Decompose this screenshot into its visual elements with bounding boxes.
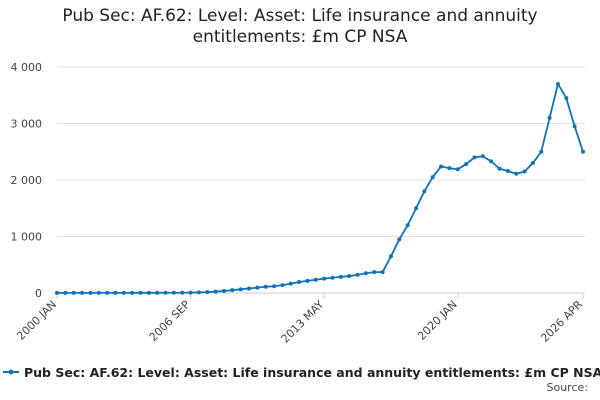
- point: [180, 290, 185, 295]
- point: [564, 96, 569, 101]
- point: [514, 171, 519, 176]
- point: [372, 270, 377, 275]
- legend-marker: [8, 369, 14, 375]
- point: [430, 175, 435, 180]
- point: [313, 277, 318, 282]
- point: [322, 276, 327, 281]
- point: [355, 272, 360, 277]
- point: [539, 149, 544, 154]
- point: [155, 290, 160, 295]
- point: [505, 168, 510, 173]
- point: [105, 290, 110, 295]
- point: [96, 290, 101, 295]
- point: [80, 290, 85, 295]
- point: [88, 290, 93, 295]
- x-tick-label: 2013 MAY: [279, 298, 327, 346]
- point: [455, 167, 460, 172]
- point: [480, 154, 485, 159]
- point: [447, 166, 452, 171]
- point: [363, 271, 368, 276]
- point: [280, 283, 285, 288]
- chart-title: Pub Sec: AF.62: Level: Asset: Life insur…: [62, 6, 538, 47]
- point: [522, 169, 527, 174]
- x-tick-label: 2026 APR: [538, 298, 585, 345]
- y-tick-label: 2 000: [11, 174, 43, 187]
- point: [555, 81, 560, 86]
- point: [272, 284, 277, 289]
- point: [472, 155, 477, 160]
- point: [347, 274, 352, 279]
- point: [464, 162, 469, 167]
- x-tick-label: 2020 JAN: [415, 298, 460, 343]
- point: [305, 278, 310, 283]
- point: [405, 223, 410, 228]
- point: [497, 166, 502, 171]
- point: [138, 290, 143, 295]
- point: [255, 285, 260, 290]
- point: [221, 289, 226, 294]
- point: [71, 290, 76, 295]
- x-tick-label: 2006 SEP: [147, 298, 193, 344]
- point: [121, 290, 126, 295]
- y-tick-label: 0: [35, 287, 42, 300]
- point: [422, 189, 427, 194]
- point: [63, 290, 68, 295]
- point: [263, 284, 268, 289]
- point: [213, 289, 218, 294]
- y-tick-label: 1 000: [11, 231, 43, 244]
- point: [439, 164, 444, 169]
- legend-label: Pub Sec: AF.62: Level: Asset: Life insur…: [24, 365, 600, 380]
- point: [330, 275, 335, 280]
- point: [230, 288, 235, 293]
- point: [188, 290, 193, 295]
- point: [338, 274, 343, 279]
- point: [196, 290, 201, 295]
- point: [297, 279, 302, 284]
- point: [581, 149, 585, 154]
- point: [130, 290, 135, 295]
- x-tick-label: 2000 JAN: [14, 298, 59, 343]
- point: [388, 254, 393, 259]
- point: [380, 270, 385, 275]
- source: Source:: [547, 381, 589, 394]
- y-tick-label: 4 000: [11, 61, 43, 74]
- point: [113, 290, 118, 295]
- point: [414, 206, 419, 211]
- point: [288, 281, 293, 286]
- point: [238, 287, 243, 292]
- point: [55, 290, 59, 295]
- point: [397, 237, 402, 242]
- point: [163, 290, 168, 295]
- point: [247, 286, 252, 291]
- point: [171, 290, 176, 295]
- point: [489, 159, 494, 164]
- point: [146, 290, 151, 295]
- point: [572, 124, 577, 129]
- y-tick-label: 3 000: [11, 118, 43, 131]
- point: [547, 115, 552, 120]
- point: [530, 161, 535, 166]
- point: [205, 290, 210, 295]
- series-line: [57, 81, 584, 294]
